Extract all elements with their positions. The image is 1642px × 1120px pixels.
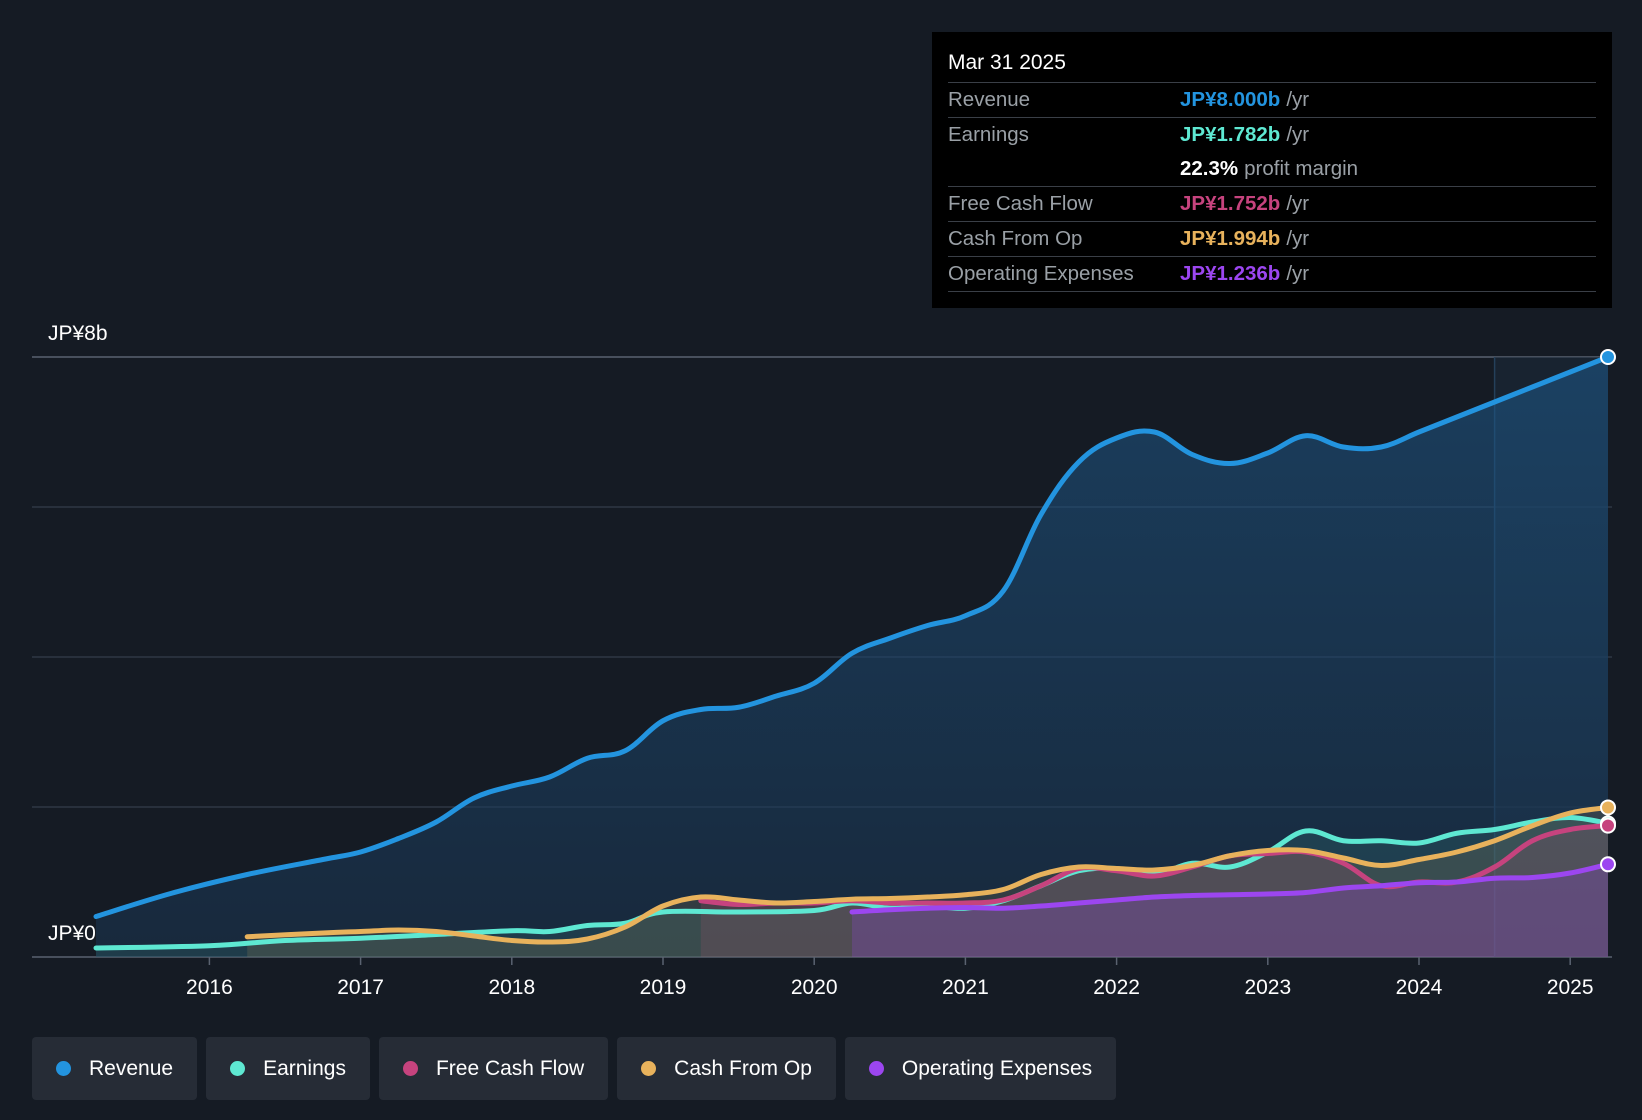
x-tick-label: 2018 <box>488 976 535 999</box>
x-tick-label: 2023 <box>1244 976 1291 999</box>
x-tick-label: 2022 <box>1093 976 1140 999</box>
tooltip-unit: /yr <box>1286 88 1310 111</box>
legend-item-revenue[interactable]: Revenue <box>32 1037 198 1100</box>
tooltip-label <box>948 152 1180 186</box>
x-tick-label: 2017 <box>337 976 384 999</box>
legend-dot-icon <box>402 1061 418 1076</box>
tooltip: Mar 31 2025 Revenue JP¥8.000b /yr Earnin… <box>932 32 1612 308</box>
earnings-line <box>93 814 1611 951</box>
tooltip-row-opex: Operating Expenses JP¥1.236b /yr <box>948 257 1596 292</box>
tooltip-label: Cash From Op <box>948 227 1083 250</box>
earnings-area <box>96 817 1608 957</box>
legend: Revenue Earnings Free Cash Flow Cash Fro… <box>32 1037 1117 1100</box>
x-tick-label: 2016 <box>186 976 233 999</box>
legend-item-operating-expenses[interactable]: Operating Expenses <box>844 1037 1117 1100</box>
revenue-line <box>93 354 1611 919</box>
x-tick-label: 2021 <box>942 976 989 999</box>
tooltip-unit: /yr <box>1286 123 1310 146</box>
legend-dot-icon <box>641 1061 657 1076</box>
tooltip-label: Earnings <box>948 123 1029 146</box>
legend-item-earnings[interactable]: Earnings <box>206 1037 370 1100</box>
legend-label: Free Cash Flow <box>435 1056 585 1080</box>
revenue-end-point <box>1600 349 1616 365</box>
cash-from-op-end-point <box>1600 799 1616 816</box>
legend-label: Earnings <box>263 1056 346 1080</box>
legend-dot-icon <box>230 1061 246 1076</box>
legend-label: Cash From Op <box>674 1056 812 1080</box>
revenue-area <box>96 357 1608 957</box>
cash-from-op-area <box>247 807 1609 957</box>
y-axis-top-label: JP¥8b <box>48 322 108 345</box>
operating-expenses-area <box>852 864 1608 957</box>
legend-item-cash-from-op[interactable]: Cash From Op <box>617 1037 836 1100</box>
operating-expenses-line <box>849 861 1611 915</box>
tooltip-date: Mar 31 2025 <box>948 46 1596 83</box>
tooltip-row-margin: 22.3% profit margin <box>948 152 1596 187</box>
y-axis-bottom-label: JP¥0 <box>48 922 96 945</box>
tooltip-label: Operating Expenses <box>948 262 1134 285</box>
tooltip-value: JP¥1.782b <box>1180 123 1281 146</box>
legend-label: Operating Expenses <box>901 1056 1093 1080</box>
legend-item-free-cash-flow[interactable]: Free Cash Flow <box>378 1037 609 1100</box>
tooltip-row-earnings: Earnings JP¥1.782b /yr <box>948 118 1596 152</box>
tooltip-value: JP¥1.994b <box>1180 227 1281 250</box>
legend-dot-icon <box>56 1061 71 1076</box>
tooltip-value: JP¥1.752b <box>1180 192 1281 215</box>
tooltip-value: JP¥8.000b <box>1180 88 1281 111</box>
x-tick-label: 2020 <box>791 976 838 999</box>
free-cash-flow-area <box>700 825 1608 957</box>
legend-dot-icon <box>868 1061 884 1076</box>
tooltip-value: JP¥1.236b <box>1180 262 1281 285</box>
free-cash-flow-end-point <box>1600 817 1616 834</box>
tooltip-value: 22.3% <box>1180 157 1239 180</box>
x-tick-label: 2019 <box>640 976 687 999</box>
tooltip-label: Revenue <box>948 88 1031 111</box>
tooltip-unit: /yr <box>1286 192 1310 215</box>
tooltip-unit: /yr <box>1286 262 1310 285</box>
tooltip-row-fcf: Free Cash Flow JP¥1.752b /yr <box>948 187 1596 222</box>
tooltip-row-cfo: Cash From Op JP¥1.994b /yr <box>948 222 1596 257</box>
tooltip-unit: /yr <box>1286 227 1310 250</box>
legend-label: Revenue <box>89 1056 174 1080</box>
tooltip-row-revenue: Revenue JP¥8.000b /yr <box>948 83 1596 118</box>
x-tick-label: 2025 <box>1547 976 1594 999</box>
tooltip-label: Free Cash Flow <box>948 192 1093 215</box>
tooltip-unit: profit margin <box>1244 157 1359 180</box>
cash-from-op-line <box>244 804 1611 945</box>
x-tick-label: 2024 <box>1396 976 1443 999</box>
operating-expenses-end-point <box>1600 856 1616 873</box>
